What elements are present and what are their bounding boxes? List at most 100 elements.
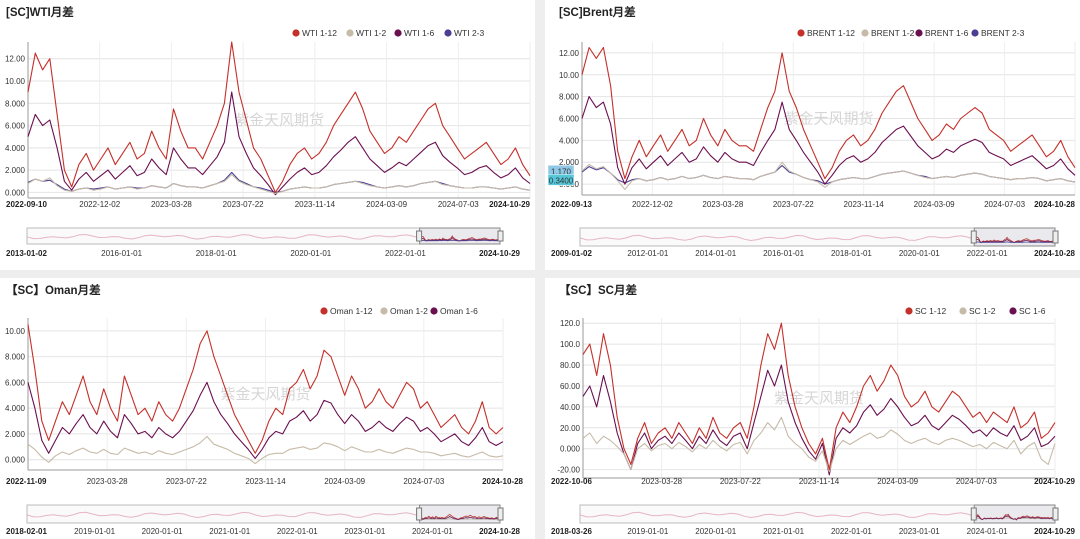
- navigator-tick-label: 2020-01-01: [695, 527, 736, 536]
- legend-item[interactable]: SC 1-12: [905, 306, 946, 316]
- x-tick-label: 2023-07-22: [720, 477, 761, 486]
- navigator-tick-label: 2019-01-01: [627, 527, 668, 536]
- x-tick-label: 2023-11-14: [245, 477, 286, 486]
- x-tick-label: 2023-03-28: [87, 477, 128, 486]
- legend-marker: [430, 307, 438, 315]
- series-line-1: [27, 41, 531, 193]
- y-tick-label: 10.00: [5, 327, 26, 336]
- navigator-tick-label: 2024-10-29: [479, 249, 520, 258]
- x-tick-label: 2022-12-02: [632, 200, 673, 209]
- navigator-handle-left[interactable]: [970, 507, 977, 521]
- navigator-handle-left[interactable]: [416, 230, 423, 242]
- navigator-tick-label: 2014-01-01: [695, 249, 736, 258]
- navigator-series-line: [419, 514, 501, 520]
- y-tick-label: 2.000: [559, 158, 580, 167]
- series-line-4: [27, 171, 531, 193]
- y-tick-label: 0.000: [560, 445, 581, 454]
- legend-item[interactable]: WTI 1-12: [292, 28, 337, 38]
- y-tick-label: 8.000: [5, 353, 26, 362]
- navigator-tick-label: 2012-01-01: [627, 249, 668, 258]
- y-tick-label: 20.00: [560, 424, 581, 433]
- navigator-history-line: [579, 511, 975, 519]
- navigator-handle-right[interactable]: [497, 507, 504, 521]
- legend-item[interactable]: Oman 1-6: [430, 306, 478, 316]
- legend-marker: [971, 29, 979, 37]
- panel-title: 【SC】Oman月差: [6, 283, 101, 297]
- legend-item[interactable]: Oman 1-12: [320, 306, 373, 316]
- x-tick-label: 2023-11-14: [799, 477, 840, 486]
- series-line-3: [581, 96, 1076, 185]
- legend-marker: [444, 29, 452, 37]
- navigator-series-line: [419, 518, 501, 521]
- panel-title: [SC]WTI月差: [6, 5, 74, 19]
- y-tick-label: 6.000: [559, 115, 580, 124]
- navigator-selection[interactable]: [419, 227, 501, 245]
- legend-label: WTI 1-12: [302, 28, 337, 38]
- y-tick-label: 2.000: [5, 166, 26, 175]
- y-tick-label: 80.00: [560, 361, 581, 370]
- legend-item[interactable]: WTI 1-6: [394, 28, 434, 38]
- y-tick-label: 4.000: [5, 144, 26, 153]
- legend-item[interactable]: WTI 1-2: [346, 28, 386, 38]
- navigator-selection[interactable]: [419, 504, 501, 524]
- y-tick-label: 8.000: [559, 93, 580, 102]
- navigator-handle-right[interactable]: [497, 230, 504, 242]
- x-tick-label: 2022-10-06: [551, 477, 592, 486]
- x-tick-label: 2023-03-28: [702, 200, 743, 209]
- navigator-tick-label: 2021-01-01: [763, 527, 804, 536]
- navigator-tick-label: 2024-01-01: [967, 527, 1008, 536]
- x-tick-label: 2024-03-09: [877, 477, 918, 486]
- x-tick-label: 2024-10-28: [482, 477, 523, 486]
- watermark: 紫金天风期货: [234, 112, 324, 129]
- navigator-tick-label: 2020-01-01: [142, 527, 183, 536]
- x-tick-label: 2024-03-09: [914, 200, 955, 209]
- legend-item[interactable]: BRENT 2-3: [971, 28, 1025, 38]
- x-tick-label: 2022-11-09: [6, 477, 47, 486]
- y-tick-label: 12.00: [559, 49, 580, 58]
- navigator-selection[interactable]: [973, 227, 1056, 247]
- tooltip-value: 0.3400: [549, 176, 574, 185]
- y-tick-label: 60.00: [560, 382, 581, 391]
- legend-item[interactable]: WTI 2-3: [444, 28, 484, 38]
- x-tick-label: 2024-03-09: [324, 477, 365, 486]
- x-tick-label: 2024-10-29: [1034, 477, 1075, 486]
- legend-item[interactable]: SC 1-6: [1009, 306, 1046, 316]
- range-navigator[interactable]: [26, 227, 504, 245]
- navigator-handle-left[interactable]: [970, 230, 977, 244]
- range-navigator[interactable]: [26, 504, 504, 524]
- panel-title: 【SC】SC月差: [559, 283, 637, 297]
- navigator-tick-label: 2018-01-01: [831, 249, 872, 258]
- navigator-selection[interactable]: [973, 504, 1056, 524]
- legend-label: SC 1-12: [915, 306, 946, 316]
- legend-label: Oman 1-12: [330, 306, 373, 316]
- legend-item[interactable]: Oman 1-2: [380, 306, 428, 316]
- panel-divider-horizontal: [0, 270, 1080, 278]
- navigator-series-line: [974, 241, 1056, 244]
- navigator-tick-label: 2018-03-26: [551, 527, 592, 536]
- navigator-tick-label: 2024-10-28: [479, 527, 520, 536]
- series-line-1: [27, 324, 504, 454]
- navigator-handle-left[interactable]: [416, 507, 423, 521]
- range-navigator[interactable]: [579, 227, 1059, 247]
- x-tick-label: 2023-07-22: [773, 200, 814, 209]
- navigator-tick-label: 2018-02-01: [6, 527, 47, 536]
- legend-label: WTI 1-2: [356, 28, 386, 38]
- series-line-2: [27, 174, 531, 195]
- x-tick-label: 2024-07-03: [984, 200, 1025, 209]
- legend-marker: [292, 29, 300, 37]
- legend-item[interactable]: BRENT 1-12: [797, 28, 855, 38]
- legend-marker: [959, 307, 967, 315]
- y-tick-label: 4.000: [5, 404, 26, 413]
- legend-item[interactable]: BRENT 1-2: [861, 28, 915, 38]
- x-tick-label: 2023-07-22: [166, 477, 207, 486]
- y-tick-label: 100.0: [560, 340, 581, 349]
- navigator-tick-label: 2019-01-01: [74, 527, 115, 536]
- legend-marker: [394, 29, 402, 37]
- navigator-handle-right[interactable]: [1052, 230, 1059, 244]
- range-navigator[interactable]: [579, 504, 1059, 524]
- navigator-handle-right[interactable]: [1052, 507, 1059, 521]
- legend-item[interactable]: SC 1-2: [959, 306, 996, 316]
- x-tick-label: 2023-03-28: [641, 477, 682, 486]
- legend-item[interactable]: BRENT 1-6: [915, 28, 969, 38]
